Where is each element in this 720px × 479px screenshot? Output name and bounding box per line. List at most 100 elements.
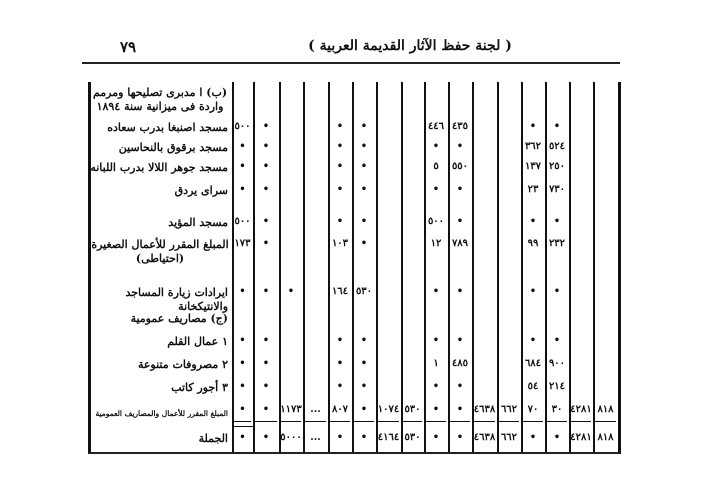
table-cell: •: [432, 381, 440, 392]
row-label: ٣ أجور كاتب: [171, 381, 228, 394]
table-cell: •: [262, 381, 270, 392]
column-rule: [328, 82, 330, 454]
table-cell: ٢٣٢: [548, 238, 566, 249]
table-bottom-rule: [88, 452, 620, 454]
column-rule: [545, 82, 547, 454]
table-cell: ٤٤٦: [427, 121, 445, 132]
column-rule: [352, 82, 354, 454]
column-rule: [232, 82, 234, 454]
column-rule: [424, 82, 426, 454]
subtotal-underline: [330, 421, 350, 422]
table-cell: •: [262, 404, 270, 415]
subtotal-underline: [523, 421, 543, 422]
table-cell: •: [456, 432, 464, 443]
row-label: الجملة: [198, 432, 228, 445]
table-cell: ٥٣٠: [404, 432, 421, 443]
table-cell: •: [553, 121, 561, 132]
table-cell: ٦٨٤: [524, 358, 542, 369]
table-cell: •: [432, 335, 440, 346]
table-cell: ٢٣: [527, 184, 539, 195]
table-cell: •: [239, 184, 246, 195]
table-cell: ١٧٣: [234, 238, 251, 249]
table-cell: •: [432, 184, 440, 195]
row-label: مسجد المؤيد: [168, 216, 228, 229]
table-cell: •: [239, 358, 246, 369]
table-cell: ...: [310, 404, 321, 415]
table-cell: •: [262, 432, 270, 443]
table-cell: •: [529, 335, 537, 346]
running-head: ( لجنة حفظ الآثار القديمة العربية ): [308, 38, 512, 54]
column-rule: [593, 82, 595, 454]
table-cell: •: [529, 432, 537, 443]
table-cell: ٢٥٠: [548, 161, 566, 172]
table-cell: •: [336, 161, 344, 172]
table-cell: •: [432, 286, 440, 297]
table-cell: ٥٠٠: [427, 216, 445, 227]
table-cell: ١١٧٣: [280, 404, 302, 415]
table-cell: ١٣٧: [524, 161, 542, 172]
table-cell: •: [262, 286, 270, 297]
table-cell: •: [553, 286, 561, 297]
table-cell: ٩٠٠: [548, 358, 566, 369]
table-cell: ١٠٣: [331, 238, 349, 249]
table-cell: ٩٩: [527, 238, 539, 249]
table-cell: •: [360, 381, 368, 392]
table-cell: •: [456, 335, 464, 346]
table-cell: ٥٥٠: [451, 161, 469, 172]
table-cell: •: [432, 432, 440, 443]
table-cell: •: [529, 216, 537, 227]
row-label: المبلغ المقرر للأعمال الصغيرة (احتياطى): [91, 238, 229, 265]
table-cell: ٨١٨: [597, 432, 614, 443]
table-cell: ٤٦٣٨: [473, 404, 496, 415]
table-cell: •: [360, 238, 368, 249]
table-cell: •: [456, 404, 464, 415]
column-rule: [88, 82, 91, 454]
column-rule: [401, 82, 403, 454]
table-cell: •: [360, 335, 368, 346]
table-cell: •: [529, 286, 537, 297]
table-cell: ١٢: [430, 238, 442, 249]
subtotal-underline: [354, 421, 374, 422]
row-label: (ج) مصاريف عمومية: [130, 312, 228, 325]
table-cell: •: [239, 335, 246, 346]
subtotal-underline: [595, 421, 616, 422]
subtotal-underline: [378, 421, 399, 422]
table-cell: •: [336, 216, 344, 227]
table-cell: ...: [310, 432, 321, 443]
table-cell: •: [432, 404, 440, 415]
table-cell: ٦٦٢: [500, 404, 518, 415]
table-cell: ٣٠: [551, 404, 563, 415]
table-cell: •: [262, 216, 270, 227]
table-cell: •: [360, 432, 368, 443]
row-label: ٢ مصروفات متنوعة: [137, 358, 228, 371]
page-number: ٧٩: [120, 38, 137, 56]
table-cell: ٥٠٠: [234, 121, 251, 132]
subtotal-underline: [281, 421, 301, 422]
table-cell: ١٠٧٤: [377, 404, 400, 415]
table-cell: ٥٣٠: [404, 404, 421, 415]
row-label: ايرادات زيارة المساجد والانتيكخانة: [125, 286, 228, 313]
column-rule: [618, 82, 621, 454]
table-cell: ٤٦٣٨: [473, 432, 496, 443]
subtotal-underline: [234, 421, 251, 422]
table-cell: •: [262, 121, 270, 132]
table-cell: •: [553, 432, 561, 443]
header-rule: [82, 62, 620, 64]
table-cell: ١٦٤: [331, 286, 349, 297]
row-label: مسجد برقوق بالنحاسين: [118, 141, 228, 154]
subtotal-underline: [232, 426, 253, 427]
column-rule: [253, 82, 255, 454]
subtotal-underline: [403, 421, 422, 422]
table-cell: •: [262, 141, 270, 152]
table-cell: •: [262, 358, 270, 369]
column-rule: [569, 82, 571, 454]
subtotal-underline: [499, 421, 519, 422]
subtotal-underline: [305, 421, 326, 422]
table-cell: ٤٣٥: [451, 121, 469, 132]
table-cell: •: [529, 121, 537, 132]
table-cell: •: [360, 184, 368, 195]
table-cell: ٦٦٢: [500, 432, 518, 443]
subtotal-underline: [474, 421, 495, 422]
column-rule: [303, 82, 305, 454]
row-label: ١ عمال القلم: [167, 335, 228, 348]
